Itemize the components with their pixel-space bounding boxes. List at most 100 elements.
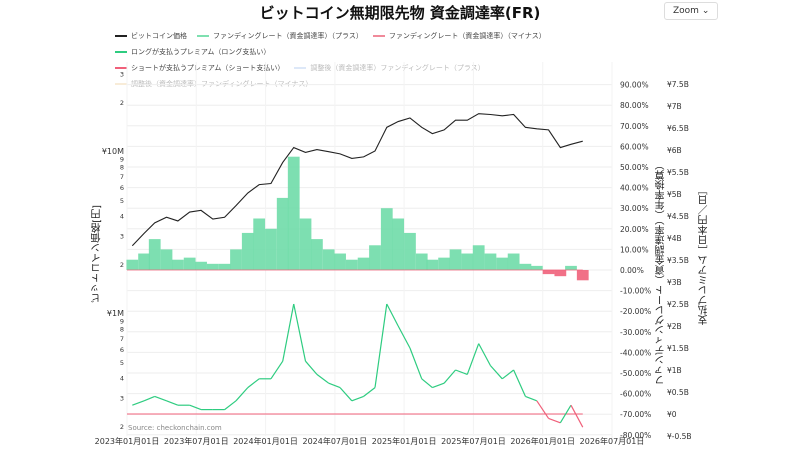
x-tick: 2025年01月01日 <box>372 436 437 446</box>
legend-swatch <box>294 67 307 69</box>
funding-rate-bar <box>148 239 161 270</box>
y-right-tick: -70.00% <box>620 410 651 419</box>
premium-line-segment <box>501 369 514 380</box>
funding-rate-bar <box>183 257 196 270</box>
funding-rate-bar <box>415 253 428 270</box>
bitcoin-price-line <box>131 113 583 247</box>
premium-line-segment <box>466 343 480 375</box>
premium-line-segment <box>421 378 433 389</box>
legend-label: ファンディングレート（資金調達率）（プラス） <box>213 32 363 40</box>
funding-rate-bar <box>472 245 485 270</box>
legend-swatch <box>115 35 127 37</box>
legend-item[interactable]: ファンディングレート（資金調達率）（プラス） <box>197 28 363 44</box>
premium-line-segment <box>536 400 550 419</box>
y-right-tick: 60.00% <box>620 142 649 151</box>
y-left-tick: 2 <box>120 261 124 269</box>
legend-label: ファンディングレート（資金調達率）（マイナス） <box>388 32 546 40</box>
funding-rate-bar <box>206 263 219 270</box>
y-right2-tick: ¥1B <box>667 366 682 375</box>
funding-rate-bar <box>253 218 266 270</box>
funding-rate-bar <box>241 232 254 270</box>
funding-rate-bar <box>496 257 509 270</box>
funding-rate-bar <box>230 249 242 270</box>
legend-item[interactable]: 調整後（資金調達率）ファンディングレート（マイナス） <box>115 76 312 92</box>
legend-item[interactable]: ビットコイン価格 <box>115 28 187 44</box>
premium-line-segment <box>293 303 307 362</box>
y-right-tick: 70.00% <box>620 122 649 131</box>
y-right2-label: 支払プレミアム［日本円／日］ <box>699 185 710 325</box>
y-right-tick: -30.00% <box>620 328 651 337</box>
y-left-tick: 9 <box>120 317 124 325</box>
premium-line-segment <box>189 404 202 411</box>
x-tick: 2026年01月01日 <box>510 436 575 446</box>
y-right2-tick: ¥4B <box>667 234 682 243</box>
source-note: Source: checkonchain.com <box>128 424 222 432</box>
funding-rate-bar <box>126 259 139 270</box>
y-right2-tick: ¥7B <box>667 102 682 111</box>
zoom-label: Zoom <box>673 6 699 16</box>
y-right2-tick: ¥6B <box>667 146 682 155</box>
funding-rate-bar <box>380 208 393 270</box>
y-right-tick: 30.00% <box>620 204 649 213</box>
premium-line-segment <box>490 365 503 380</box>
premium-line-segment <box>443 369 456 384</box>
y-right-tick: 90.00% <box>620 81 649 90</box>
premium-line-segment <box>478 343 491 366</box>
premium-line-segment <box>328 382 341 389</box>
funding-rate-bar <box>369 245 381 270</box>
legend-swatch <box>115 67 127 69</box>
y-right-tick: -10.00% <box>620 287 651 296</box>
funding-rate-bar <box>218 263 231 270</box>
legend-label: 調整後（資金調達率）ファンディングレート（マイナス） <box>131 80 313 88</box>
premium-line-segment <box>143 395 155 402</box>
funding-rate-bar <box>404 232 416 270</box>
legend-item[interactable]: ショートが支払うプレミアム（ショート支払い） <box>115 60 284 76</box>
premium-line-segment <box>351 395 364 402</box>
legend-label: ロングが支払うプレミアム（ロング支払い） <box>131 48 271 56</box>
funding-rate-bar <box>530 265 543 270</box>
y-left-tick: 2 <box>120 423 124 431</box>
y-left-tick: 7 <box>120 335 124 343</box>
x-tick: 2023年07月01日 <box>164 436 229 446</box>
legend-item[interactable]: ロングが支払うプレミアム（ロング支払い） <box>115 44 270 60</box>
y-right2-tick: ¥7.5B <box>667 80 689 89</box>
y-right-tick: -20.00% <box>620 307 651 316</box>
y-left-tick: 5 <box>120 197 124 205</box>
premium-line-segment <box>570 404 584 428</box>
chart-title: ビットコイン無期限先物 資金調達率(FR) <box>259 4 541 22</box>
funding-rate-bar <box>345 259 358 270</box>
x-tick: 2024年07月01日 <box>302 436 367 446</box>
legend-swatch <box>372 35 385 37</box>
funding-rate-bar <box>519 263 532 270</box>
premium-line-segment <box>154 395 167 402</box>
premium-line-segment <box>432 382 445 389</box>
x-tick: 2024年01月01日 <box>233 436 298 446</box>
premium-line-segment <box>132 400 145 406</box>
premium-line-segment <box>166 400 179 406</box>
y-right-tick: -80.00% <box>620 431 651 440</box>
premium-line-segment <box>397 325 411 349</box>
y-right-tick: -50.00% <box>620 369 651 378</box>
legend-item[interactable]: 調整後（資金調達率）ファンディングレート（プラス） <box>294 60 485 76</box>
premium-line-segment <box>316 373 330 384</box>
legend-item[interactable]: ファンディングレート（資金調達率）（マイナス） <box>372 28 546 44</box>
funding-rate-bar <box>334 253 346 270</box>
premium-line-segment <box>270 360 284 380</box>
funding-rate-bar <box>438 257 451 270</box>
y-right-tick: 0.00% <box>620 266 644 275</box>
zoom-dropdown[interactable]: Zoom ⌄ <box>664 2 719 20</box>
funding-rate-bar <box>322 249 335 270</box>
y-right2-tick: ¥2B <box>667 322 682 331</box>
premium-line-segment <box>224 400 237 411</box>
premium-line-segment <box>339 387 353 402</box>
y-left-tick: 8 <box>120 326 124 334</box>
y-right2-tick: ¥5.5B <box>667 168 689 177</box>
funding-rate-bar <box>160 249 173 270</box>
legend-label: ショートが支払うプレミアム（ショート支払い） <box>131 64 285 72</box>
funding-rate-bar <box>565 265 577 270</box>
y-left-tick: 3 <box>120 395 124 403</box>
y-right2-tick: ¥0.5B <box>667 388 689 397</box>
y-left-tick: 7 <box>120 173 124 181</box>
x-tick: 2026年07月01日 <box>580 436 645 446</box>
funding-rate-bar <box>138 253 150 270</box>
